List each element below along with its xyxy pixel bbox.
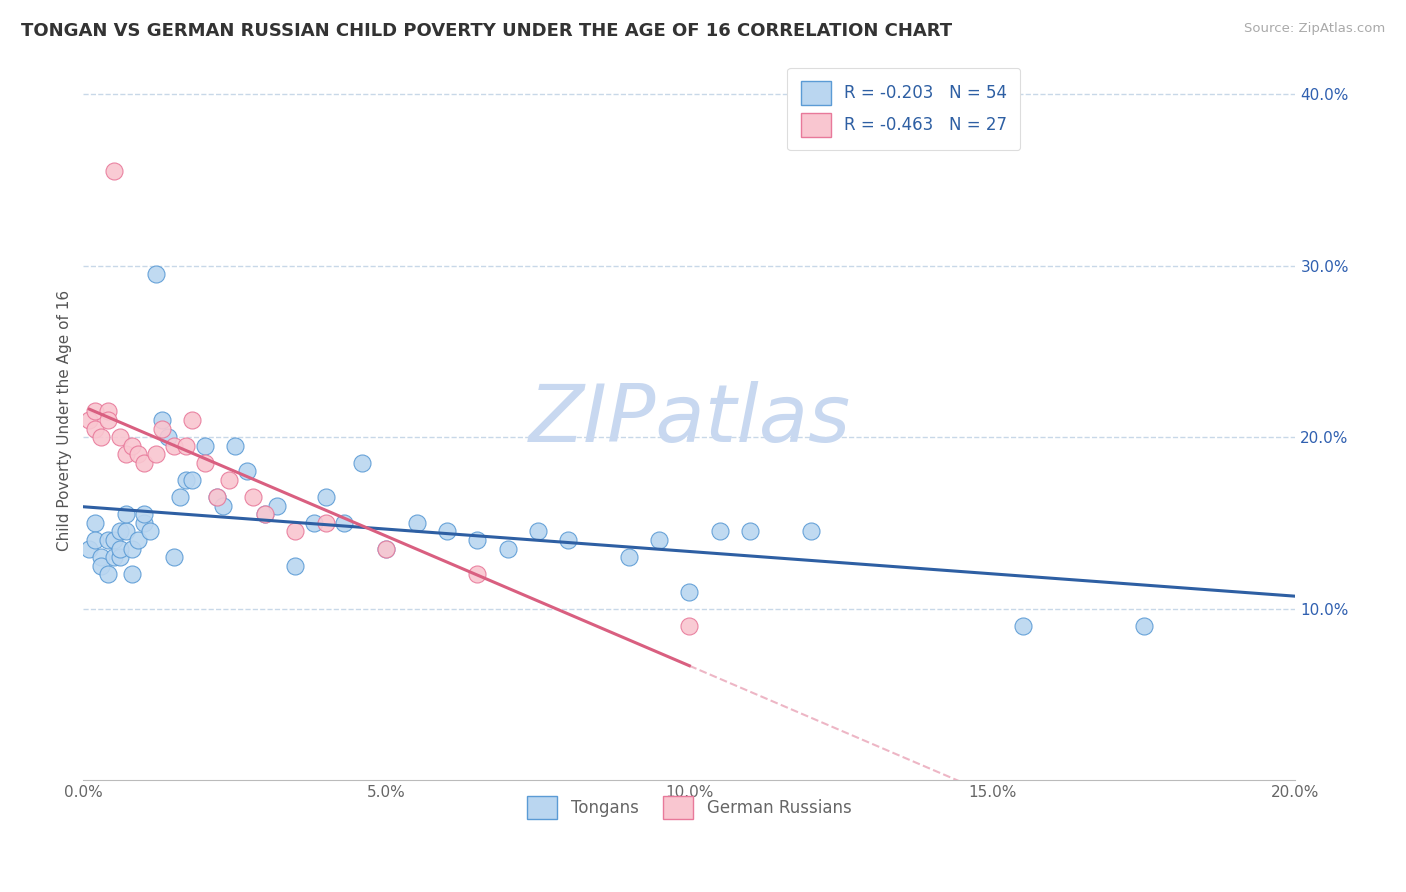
Point bbox=[333, 516, 356, 530]
Point bbox=[132, 516, 155, 530]
Text: Source: ZipAtlas.com: Source: ZipAtlas.com bbox=[1244, 22, 1385, 36]
Point bbox=[709, 524, 731, 539]
Point bbox=[132, 508, 155, 522]
Point bbox=[103, 164, 125, 178]
Point bbox=[96, 533, 118, 547]
Point bbox=[465, 567, 488, 582]
Point bbox=[145, 447, 167, 461]
Point bbox=[163, 550, 186, 565]
Point bbox=[90, 430, 112, 444]
Point bbox=[163, 439, 186, 453]
Point bbox=[96, 404, 118, 418]
Point bbox=[108, 430, 131, 444]
Point bbox=[375, 541, 398, 556]
Point bbox=[181, 473, 204, 487]
Point bbox=[617, 550, 640, 565]
Point bbox=[678, 584, 700, 599]
Point bbox=[114, 508, 136, 522]
Point bbox=[90, 558, 112, 573]
Point bbox=[800, 524, 823, 539]
Point bbox=[648, 533, 671, 547]
Point bbox=[90, 550, 112, 565]
Point bbox=[150, 421, 173, 435]
Point bbox=[169, 490, 191, 504]
Point bbox=[103, 533, 125, 547]
Point bbox=[96, 567, 118, 582]
Point bbox=[254, 508, 277, 522]
Text: ZIPatlas: ZIPatlas bbox=[529, 381, 851, 459]
Point bbox=[150, 413, 173, 427]
Point bbox=[181, 413, 204, 427]
Point bbox=[103, 550, 125, 565]
Point bbox=[157, 430, 180, 444]
Point bbox=[1133, 619, 1156, 633]
Point bbox=[176, 439, 198, 453]
Point bbox=[211, 499, 233, 513]
Point bbox=[84, 516, 107, 530]
Point bbox=[284, 524, 307, 539]
Point bbox=[121, 439, 143, 453]
Point bbox=[465, 533, 488, 547]
Point bbox=[738, 524, 761, 539]
Point bbox=[352, 456, 374, 470]
Point bbox=[108, 541, 131, 556]
Point bbox=[496, 541, 519, 556]
Point bbox=[96, 413, 118, 427]
Point bbox=[145, 267, 167, 281]
Point bbox=[79, 541, 101, 556]
Point bbox=[1011, 619, 1033, 633]
Point bbox=[218, 473, 240, 487]
Point bbox=[405, 516, 427, 530]
Point bbox=[242, 490, 264, 504]
Point bbox=[266, 499, 288, 513]
Point bbox=[108, 524, 131, 539]
Point bbox=[436, 524, 458, 539]
Point bbox=[114, 447, 136, 461]
Point bbox=[193, 456, 215, 470]
Point bbox=[284, 558, 307, 573]
Point bbox=[678, 619, 700, 633]
Point bbox=[302, 516, 325, 530]
Point bbox=[224, 439, 246, 453]
Y-axis label: Child Poverty Under the Age of 16: Child Poverty Under the Age of 16 bbox=[58, 289, 72, 550]
Point bbox=[132, 456, 155, 470]
Point bbox=[527, 524, 550, 539]
Point bbox=[84, 404, 107, 418]
Point bbox=[139, 524, 162, 539]
Point bbox=[176, 473, 198, 487]
Point bbox=[114, 524, 136, 539]
Point bbox=[79, 413, 101, 427]
Point bbox=[84, 533, 107, 547]
Point bbox=[205, 490, 228, 504]
Point bbox=[557, 533, 579, 547]
Point bbox=[236, 465, 259, 479]
Point bbox=[315, 490, 337, 504]
Point bbox=[127, 447, 149, 461]
Point bbox=[121, 541, 143, 556]
Legend: Tongans, German Russians: Tongans, German Russians bbox=[520, 789, 858, 826]
Point bbox=[193, 439, 215, 453]
Point bbox=[108, 550, 131, 565]
Text: TONGAN VS GERMAN RUSSIAN CHILD POVERTY UNDER THE AGE OF 16 CORRELATION CHART: TONGAN VS GERMAN RUSSIAN CHILD POVERTY U… bbox=[21, 22, 952, 40]
Point bbox=[205, 490, 228, 504]
Point bbox=[127, 533, 149, 547]
Point bbox=[84, 421, 107, 435]
Point bbox=[121, 567, 143, 582]
Point bbox=[375, 541, 398, 556]
Point bbox=[315, 516, 337, 530]
Point bbox=[254, 508, 277, 522]
